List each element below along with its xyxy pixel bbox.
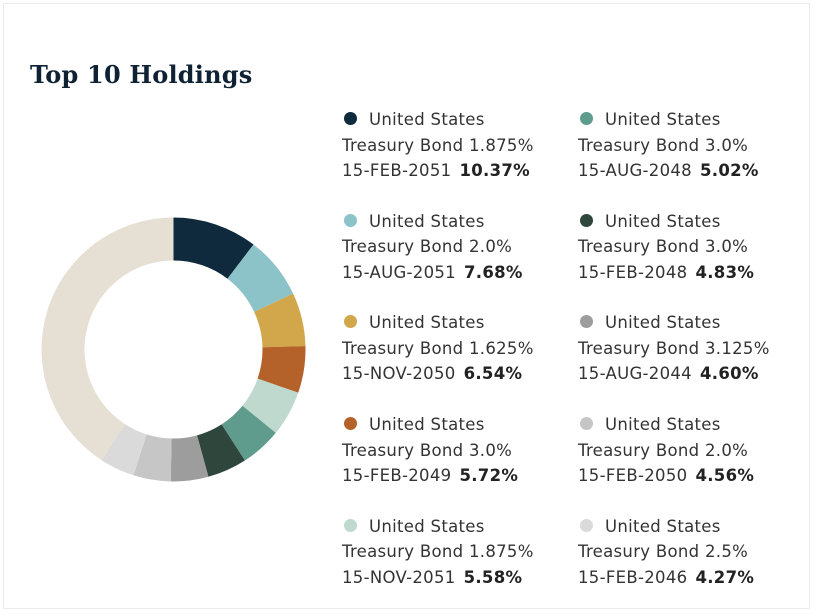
legend-item: United States Treasury Bond 2.0% 15-AUG-20… [342,209,578,311]
holding-issuer: United States [369,313,485,333]
holdings-legend: United States Treasury Bond 1.875% 15-FEB-… [342,107,802,615]
donut-slice-8 [170,435,209,482]
holding-issuer: United States [369,516,485,536]
holding-description: Treasury Bond 1.625% [342,338,534,358]
holding-description: Treasury Bond 1.875% [342,135,534,155]
section-title: Top 10 Holdings [30,60,253,89]
holding-description: Treasury Bond 3.125% [578,338,770,358]
holding-maturity-date: 15-FEB-2048 [578,262,688,282]
legend-swatch [580,112,593,125]
holding-weight: 5.02% [699,161,759,180]
holding-maturity-date: 15-FEB-2046 [578,567,688,587]
holding-issuer: United States [369,211,485,231]
legend-swatch [580,518,593,532]
holding-maturity-date: 15-NOV-2050 [342,364,456,384]
legend-item: United States Treasury Bond 2.5% 15-FEB-20… [578,514,802,615]
holdings-donut-chart [41,217,306,482]
holding-description: Treasury Bond 3.0% [578,237,749,257]
legend-swatch [580,417,593,431]
legend-item: United States Treasury Bond 3.0% 15-FEB-20… [342,412,578,514]
holding-issuer: United States [369,415,485,435]
donut-slice-5 [242,378,299,433]
legend-swatch [344,518,357,532]
holding-issuer: United States [605,211,721,231]
legend-swatch [344,315,357,329]
holding-description: Treasury Bond 2.5% [578,542,749,562]
holding-weight: 6.54% [463,364,523,384]
donut-slice-1 [173,217,254,279]
holding-issuer: United States [605,516,721,536]
donut-slice-4 [257,346,306,393]
holding-weight: 10.37% [459,161,530,180]
holding-description: Treasury Bond 2.0% [342,237,513,257]
holding-issuer: United States [605,110,721,129]
holding-weight: 4.83% [695,262,755,282]
holding-issuer: United States [605,313,721,333]
donut-slice-9 [133,434,172,482]
donut-slice-7 [197,424,245,477]
holding-description: Treasury Bond 3.0% [342,440,513,460]
holding-maturity-date: 15-FEB-2051 [342,161,452,180]
holding-weight: 4.27% [695,567,755,587]
holding-maturity-date: 15-NOV-2051 [342,567,456,587]
donut-slice-10 [101,424,147,476]
holding-weight: 7.68% [463,262,523,282]
legend-item: United States Treasury Bond 1.625% 15-NOV-… [342,310,578,412]
holding-weight: 5.58% [463,567,523,587]
holding-maturity-date: 15-AUG-2051 [342,262,456,282]
holding-description: Treasury Bond 1.875% [342,542,534,562]
holding-maturity-date: 15-AUG-2048 [578,161,692,180]
holding-weight: 4.60% [699,364,759,384]
holding-weight: 4.56% [695,466,755,486]
donut-slice-6 [221,405,276,461]
legend-swatch [344,417,357,431]
donut-slice-2 [227,244,294,312]
legend-item: United States Treasury Bond 3.125% 15-AUG-… [578,310,802,412]
holding-issuer: United States [369,110,485,129]
holding-maturity-date: 15-AUG-2044 [578,364,692,384]
holding-maturity-date: 15-FEB-2049 [342,466,452,486]
holding-issuer: United States [605,415,721,435]
legend-swatch [580,213,593,227]
holding-description: Treasury Bond 2.0% [578,440,749,460]
legend-item: United States Treasury Bond 1.875% 15-FEB-… [342,107,578,209]
holdings-card: Top 10 Holdings United States Treasury Bo… [3,3,810,609]
legend-item: United States Treasury Bond 1.875% 15-NOV-… [342,514,578,615]
donut-slice-remainder [41,217,174,461]
legend-item: United States Treasury Bond 3.0% 15-AUG-20… [578,107,802,209]
legend-swatch [580,315,593,329]
holding-maturity-date: 15-FEB-2050 [578,466,688,486]
legend-item: United States Treasury Bond 3.0% 15-FEB-20… [578,209,802,311]
donut-slice-3 [254,293,306,348]
holding-weight: 5.72% [459,466,519,486]
holding-description: Treasury Bond 3.0% [578,135,749,155]
legend-swatch [344,213,357,227]
legend-item: United States Treasury Bond 2.0% 15-FEB-20… [578,412,802,514]
legend-swatch [344,112,357,125]
